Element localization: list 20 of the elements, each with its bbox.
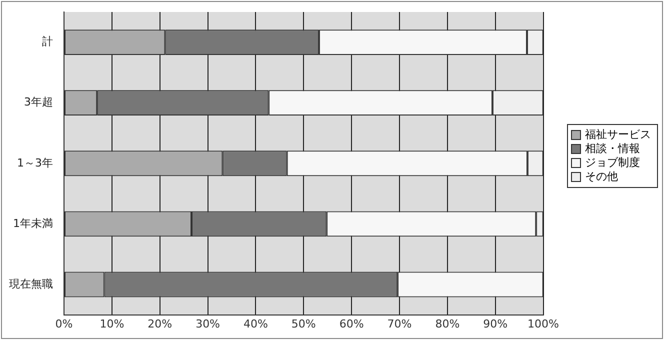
x-tick-label: 10% [100,317,124,330]
x-tick-label: 0% [55,317,73,330]
x-tick-label: 90% [483,317,508,330]
y-tick-label: 現在無職 [9,277,53,290]
y-tick-label: 1～3年 [17,156,53,170]
x-tick-label: 20% [148,317,172,330]
x-tick-label: 100% [528,317,560,330]
y-tick-label: 3年超 [24,96,53,109]
y-tick-label: 計 [42,35,53,48]
legend-label: 福祉サービス [585,128,651,142]
legend-label: 相談・情報 [585,142,640,156]
y-tick-label: 1年未満 [13,216,53,230]
legend-label: その他 [585,170,618,184]
x-tick-label: 60% [339,317,364,330]
x-tick-label: 80% [435,317,460,330]
x-tick-label: 70% [387,317,412,330]
x-tick-label: 40% [243,317,268,330]
legend-label: ジョブ制度 [585,156,640,170]
x-tick-label: 30% [196,317,220,330]
x-tick-label: 50% [291,317,316,330]
